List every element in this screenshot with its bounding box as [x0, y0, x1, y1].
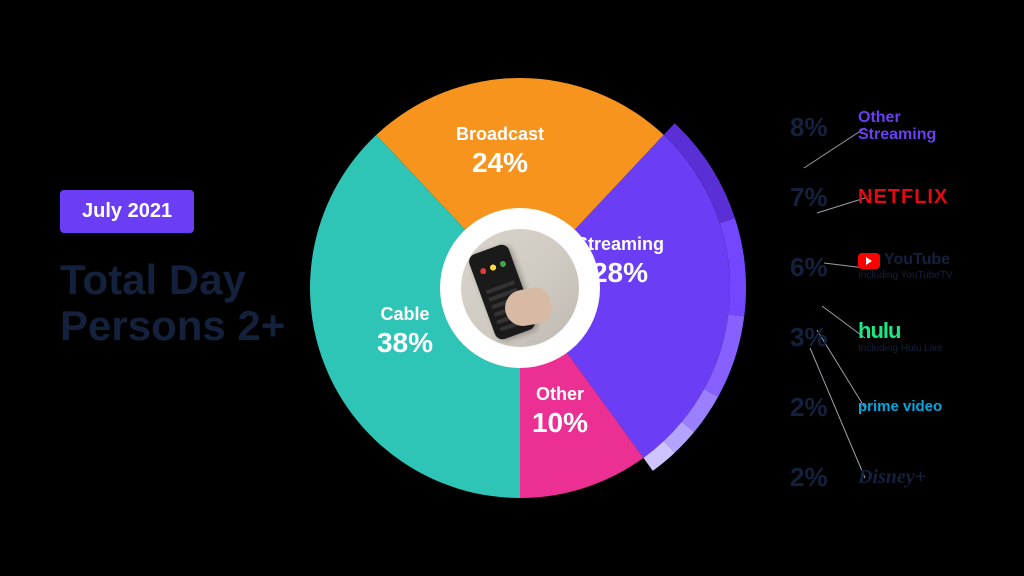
breakdown-pct: 8%	[790, 112, 844, 143]
remote-illustration	[461, 229, 579, 347]
breakdown-row: 2% prime video	[790, 372, 1010, 442]
title-line-2: Persons 2+	[60, 302, 285, 349]
streaming-breakdown: 8% OtherStreaming 7% NETFLIX 6% YouTubeInclud…	[790, 92, 1010, 512]
center-image	[448, 216, 592, 360]
breakdown-pct: 2%	[790, 462, 844, 493]
breakdown-row: 3% huluIncluding Hulu Live	[790, 302, 1010, 372]
breakdown-pct: 2%	[790, 392, 844, 423]
left-title-block: July 2021 Total Day Persons 2+	[60, 190, 285, 349]
brand-netflix: NETFLIX	[858, 187, 948, 208]
breakdown-pct: 7%	[790, 182, 844, 213]
breakdown-pct: 6%	[790, 252, 844, 283]
date-badge: July 2021	[60, 190, 194, 233]
breakdown-row: 7% NETFLIX	[790, 162, 1010, 232]
breakdown-row: 8% OtherStreaming	[790, 92, 1010, 162]
breakdown-pct: 3%	[790, 322, 844, 353]
brand-youtube: YouTubeIncluding YouTubeTV	[858, 252, 953, 281]
brand-prime: prime video	[858, 399, 942, 415]
breakdown-row: 2% Disney+	[790, 442, 1010, 512]
breakdown-row: 6% YouTubeIncluding YouTubeTV	[790, 232, 1010, 302]
chart-title: Total Day Persons 2+	[60, 257, 285, 349]
title-line-1: Total Day	[60, 256, 246, 303]
brand-other: OtherStreaming	[858, 110, 936, 144]
brand-disney: Disney+	[858, 467, 926, 488]
youtube-icon	[858, 253, 880, 269]
brand-hulu: huluIncluding Hulu Live	[858, 319, 943, 355]
